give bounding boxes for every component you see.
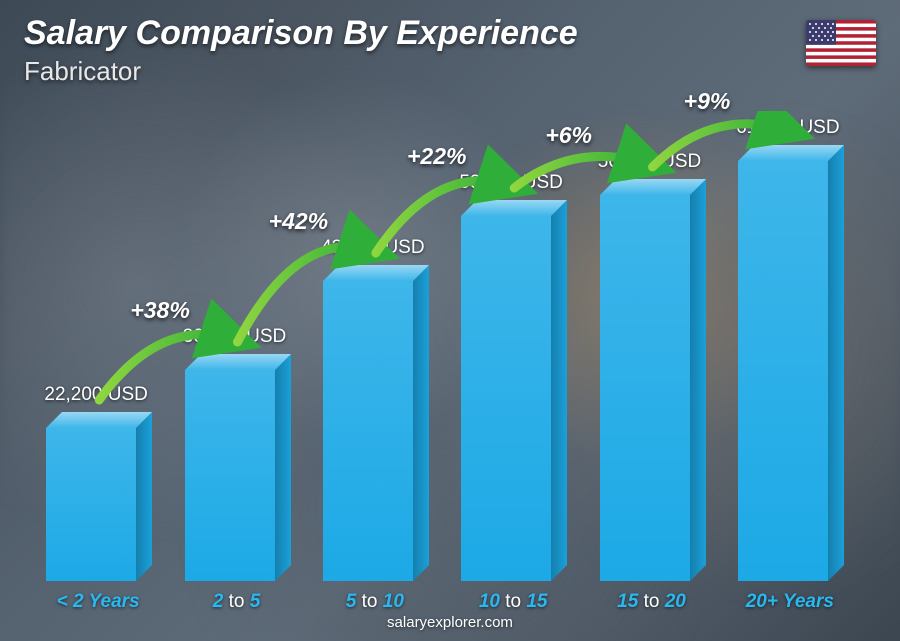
bar-value-label: 53,000 USD [436,172,586,194]
bar-value-label: 56,000 USD [575,151,725,173]
bar-top [323,265,429,281]
bar-side [551,200,567,581]
bar-front [600,195,690,581]
bar-side [136,412,152,581]
increment-percent-label: +42% [269,208,328,235]
bar-category-label: 15 to 20 [582,591,722,613]
bar-top [185,354,291,370]
country-flag-icon [806,20,876,66]
chart-title: Salary Comparison By Experience [24,14,578,53]
bar-top [46,412,152,428]
increment-percent-label: +9% [684,88,731,115]
bar-value-label: 61,000 USD [713,117,863,139]
infographic-stage: Salary Comparison By Experience Fabricat… [0,0,900,641]
bar-chart: 22,200 USD< 2 Years30,600 USD2 to 543,50… [30,111,860,581]
increment-percent-label: +6% [545,122,592,149]
chart-subtitle: Fabricator [24,56,141,87]
bar-value-label: 30,600 USD [160,326,310,348]
bar-category-label: 20+ Years [720,591,860,613]
bar-value-label: 22,200 USD [21,384,171,406]
bar-front [185,370,275,581]
bar-side [828,145,844,581]
bar-category-label: < 2 Years [28,591,168,613]
bar-category-label: 10 to 15 [443,591,583,613]
bar-category-label: 5 to 10 [305,591,445,613]
footer-attribution: salaryexplorer.com [0,614,900,631]
increment-percent-label: +22% [407,143,466,170]
bar-front [323,281,413,581]
bar-front [46,428,136,581]
bar-top [738,145,844,161]
bar-top [461,200,567,216]
bar-top [600,179,706,195]
bar-side [275,354,291,581]
increment-percent-label: +38% [130,297,189,324]
bar-front [461,216,551,581]
bar-side [413,265,429,581]
bar-category-label: 2 to 5 [167,591,307,613]
bar-side [690,179,706,581]
bar-front [738,161,828,581]
bar-value-label: 43,500 USD [298,237,448,259]
